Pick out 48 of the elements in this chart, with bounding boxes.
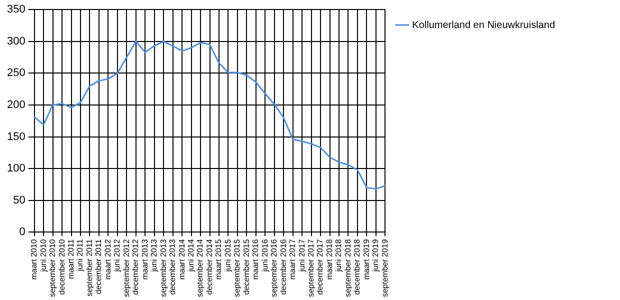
x-tick-label: maart 2016 [251,238,260,280]
x-tick-label: december 2015 [242,238,251,295]
y-tick-label: 200 [6,99,26,112]
y-tick-label: 350 [6,4,26,16]
x-tick-label: maart 2010 [30,238,39,280]
x-tick-label: september 2018 [343,238,352,298]
x-tick-label: december 2016 [278,238,288,295]
x-tick-label: juni 2012 [112,238,122,273]
x-tick-label: juni 2014 [186,238,196,273]
legend-label: Kollumerland en Nieuwkruisland [412,20,556,31]
y-tick-label: 300 [6,35,26,48]
x-tick-label: maart 2011 [66,238,76,280]
x-tick-label: december 2012 [131,238,140,295]
x-tick-label: december 2010 [57,238,66,295]
x-tick-label: juni 2019 [371,238,380,273]
x-tick-label: september 2015 [232,238,242,298]
y-tick-label: 100 [6,162,26,175]
x-tick-label: september 2013 [158,238,168,298]
x-tick-label: juni 2017 [297,238,306,273]
x-tick-label: september 2019 [380,238,390,298]
x-tick-label: september 2012 [122,238,131,298]
x-tick-label: maart 2017 [288,238,298,280]
y-tick-label: 50 [13,194,26,206]
x-tick-label: december 2018 [352,238,362,295]
x-tick-label: maart 2015 [214,238,224,280]
x-tick-label: september 2014 [196,238,205,298]
x-tick-label: september 2016 [270,238,279,298]
x-tick-label: december 2011 [94,238,104,294]
x-tick-label: juni 2016 [260,238,270,273]
x-tick-label: december 2013 [168,238,178,295]
x-tick-label: september 2011 [84,238,94,296]
y-tick-label: 0 [19,226,26,238]
x-tick-label: september 2010 [48,238,58,298]
x-tick-label: december 2017 [316,238,325,295]
x-tick-label: juni 2018 [334,238,344,273]
x-tick-label: maart 2013 [140,238,150,280]
x-tick-label: maart 2014 [177,238,186,280]
y-tick-label: 150 [6,130,26,143]
x-tick-label: maart 2012 [103,238,112,280]
y-tick-label: 250 [6,67,26,80]
x-tick-label: september 2017 [306,238,316,298]
x-tick-label: juni 2010 [38,238,48,273]
x-tick-label: juni 2011 [76,238,85,272]
x-tick-label: juni 2015 [223,238,232,273]
x-tick-label: maart 2019 [362,238,371,280]
x-tick-label: maart 2018 [324,238,334,280]
x-tick-label: december 2014 [204,238,214,295]
x-tick-label: juni 2013 [150,238,159,273]
